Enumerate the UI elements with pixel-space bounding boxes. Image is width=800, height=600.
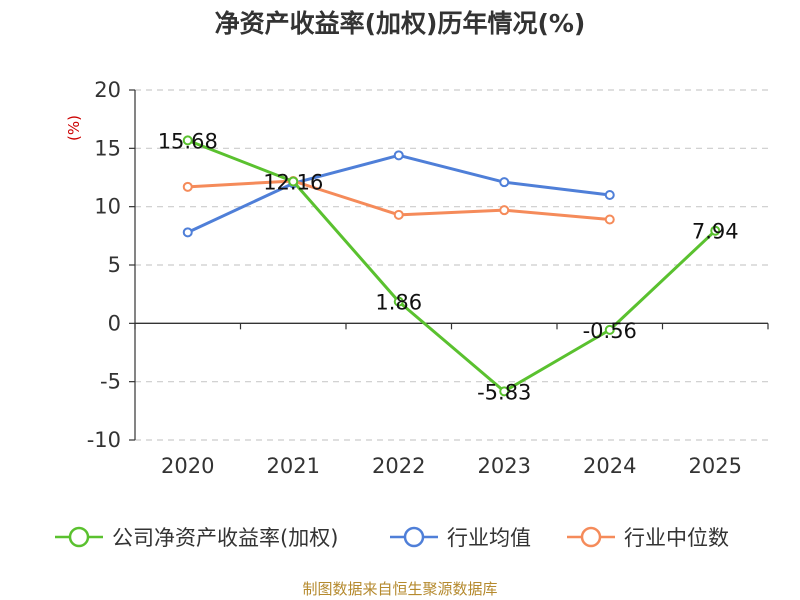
x-tick-label: 2021: [267, 454, 320, 478]
legend: 公司净资产收益率(加权) 行业均值 行业中位数: [55, 526, 729, 550]
legend-label: 公司净资产收益率(加权): [112, 526, 338, 550]
series-line-0: [187, 139, 717, 393]
y-tick-label: -10: [87, 428, 121, 452]
x-tick-label: 2024: [583, 454, 636, 478]
series-point-2: [393, 209, 404, 220]
series-point-0: [710, 225, 721, 236]
data-label: 7.94: [692, 220, 739, 244]
chart-title: 净资产收益率(加权)历年情况(%): [215, 9, 586, 38]
x-tick-label: 2023: [478, 454, 531, 478]
y-axis-unit: (%): [65, 115, 83, 141]
series-point-0: [499, 386, 510, 397]
series-point-0: [288, 176, 299, 187]
legend-marker: [580, 526, 602, 548]
x-tick-label: 2022: [372, 454, 425, 478]
series-point-1: [604, 190, 615, 200]
data-label: -5.83: [477, 380, 531, 404]
data-label: 1.86: [375, 291, 422, 315]
y-tick-label: 0: [108, 311, 121, 335]
series-point-2: [182, 181, 193, 192]
series-point-1: [499, 177, 510, 188]
series-point-1: [182, 227, 193, 238]
y-tick-label: 5: [108, 253, 121, 277]
series-point-2: [499, 205, 510, 216]
series-point-0: [393, 296, 404, 307]
series-layer: [182, 135, 721, 397]
source-note: 制图数据来自恒生聚源数据库: [302, 580, 497, 598]
data-label: 15.68: [158, 129, 218, 153]
legend-marker: [403, 526, 425, 548]
data-label: -0.56: [583, 319, 637, 343]
series-point-2: [604, 214, 615, 225]
x-tick-label: 2020: [161, 454, 214, 478]
series-point-1: [393, 150, 404, 161]
legend-marker: [68, 526, 90, 548]
legend-label: 行业均值: [447, 526, 531, 550]
y-tick-label: 10: [94, 195, 121, 219]
series-point-0: [182, 135, 193, 146]
x-tick-label: 2025: [689, 454, 742, 478]
series-line-1: [187, 153, 610, 234]
data-label: 12.16: [263, 170, 323, 194]
data-labels: 15.68 12.16 1.86 -5.83 -0.56 7.94: [158, 129, 739, 404]
y-tick-label: 15: [94, 136, 121, 160]
gridlines: [135, 89, 768, 441]
y-tick-label: -5: [100, 370, 121, 394]
y-tick-label: 20: [94, 78, 121, 102]
legend-label: 行业中位数: [624, 526, 729, 550]
series-point-0: [604, 324, 615, 335]
